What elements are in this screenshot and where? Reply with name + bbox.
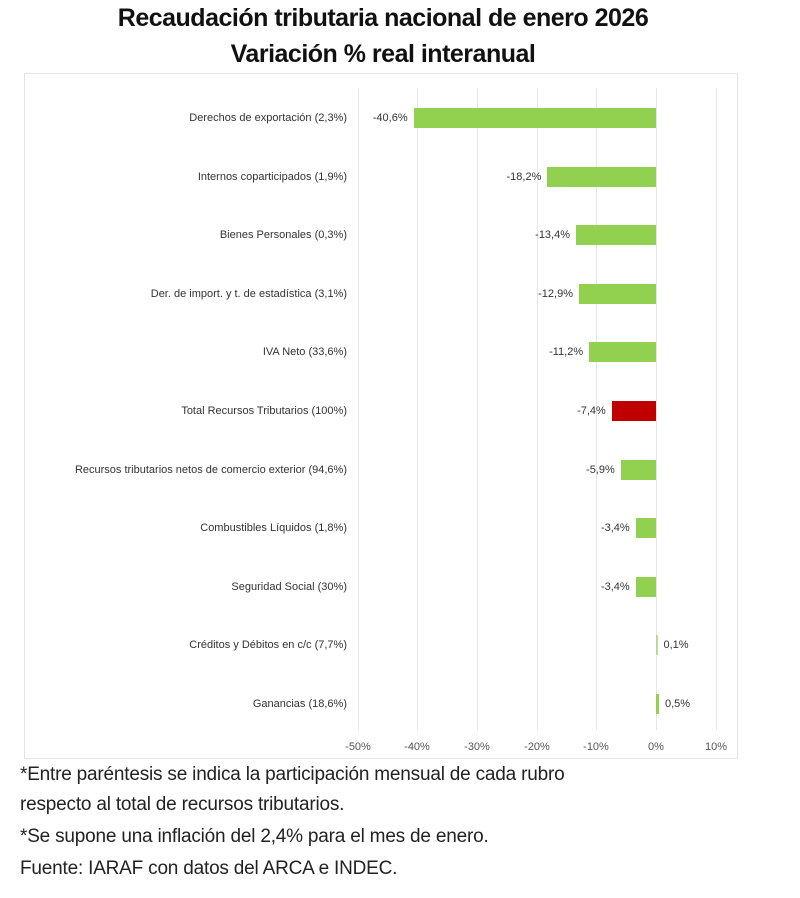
bar xyxy=(576,225,656,246)
gridline xyxy=(596,88,597,730)
category-label: Recursos tributarios netos de comercio e… xyxy=(74,463,347,476)
x-tick-label: 10% xyxy=(704,741,728,753)
value-label: 0,5% xyxy=(664,698,691,710)
bar xyxy=(413,108,656,128)
category-label: Total Recursos Tributarios (100%) xyxy=(181,405,347,417)
x-tick-label: 0% xyxy=(648,741,664,753)
bar xyxy=(547,166,656,187)
value-label: -40,6% xyxy=(372,112,408,124)
footnote-1-line1: *Entre paréntesis se indica la participa… xyxy=(20,764,565,785)
value-label: -12,9% xyxy=(538,287,573,300)
bar xyxy=(589,342,656,363)
bar xyxy=(578,283,656,304)
category-label: Ganancias (18,6%) xyxy=(252,698,347,710)
value-label: -18,2% xyxy=(506,170,542,183)
x-tick-label: -50% xyxy=(345,741,371,753)
category-label: Seguridad Social (30%) xyxy=(231,580,347,593)
category-label: IVA Neto (33,6%) xyxy=(262,346,347,359)
category-label: Derechos de exportación (2,3%) xyxy=(189,112,347,124)
value-label: -13,4% xyxy=(535,229,571,242)
category-label: Créditos y Débitos en c/c (7,7%) xyxy=(189,639,347,652)
bar-total-highlight xyxy=(611,401,656,421)
footnote-2: *Se supone una inflación del 2,4% para e… xyxy=(20,826,489,847)
value-label: -5,9% xyxy=(586,463,615,476)
chart-area xyxy=(24,73,738,759)
gridline xyxy=(358,88,359,730)
value-label: -7,4% xyxy=(577,405,606,417)
chart-title-line1: Recaudación tributaria nacional de enero… xyxy=(117,4,649,32)
gridline xyxy=(716,88,717,730)
bar xyxy=(635,518,656,539)
bar xyxy=(656,635,658,656)
footnote-1-line2: respecto al total de recursos tributario… xyxy=(20,794,345,815)
gridline xyxy=(477,88,478,730)
gridline xyxy=(417,88,418,730)
category-label: Bienes Personales (0,3%) xyxy=(219,229,347,242)
category-label: Der. de import. y t. de estadística (3,1… xyxy=(150,287,347,300)
source-note: Fuente: IARAF con datos del ARCA e INDEC… xyxy=(20,858,398,879)
x-tick-label: -30% xyxy=(464,741,490,753)
category-label: Internos coparticipados (1,9%) xyxy=(197,170,347,183)
category-label: Combustibles Líquidos (1,8%) xyxy=(200,522,347,535)
bar xyxy=(635,576,656,597)
gridline xyxy=(656,88,657,730)
x-tick-label: -40% xyxy=(404,741,430,753)
value-label: -11,2% xyxy=(549,346,584,359)
x-tick-label: -10% xyxy=(583,741,609,753)
bar xyxy=(620,459,656,480)
value-label: 0,1% xyxy=(663,639,689,652)
chart-title-line2: Variación % real interanual xyxy=(230,40,536,68)
value-label: -3,4% xyxy=(600,522,630,535)
value-label: -3,4% xyxy=(600,580,630,593)
x-tick-label: -20% xyxy=(524,741,550,753)
gridline xyxy=(537,88,538,730)
bar xyxy=(656,694,659,714)
